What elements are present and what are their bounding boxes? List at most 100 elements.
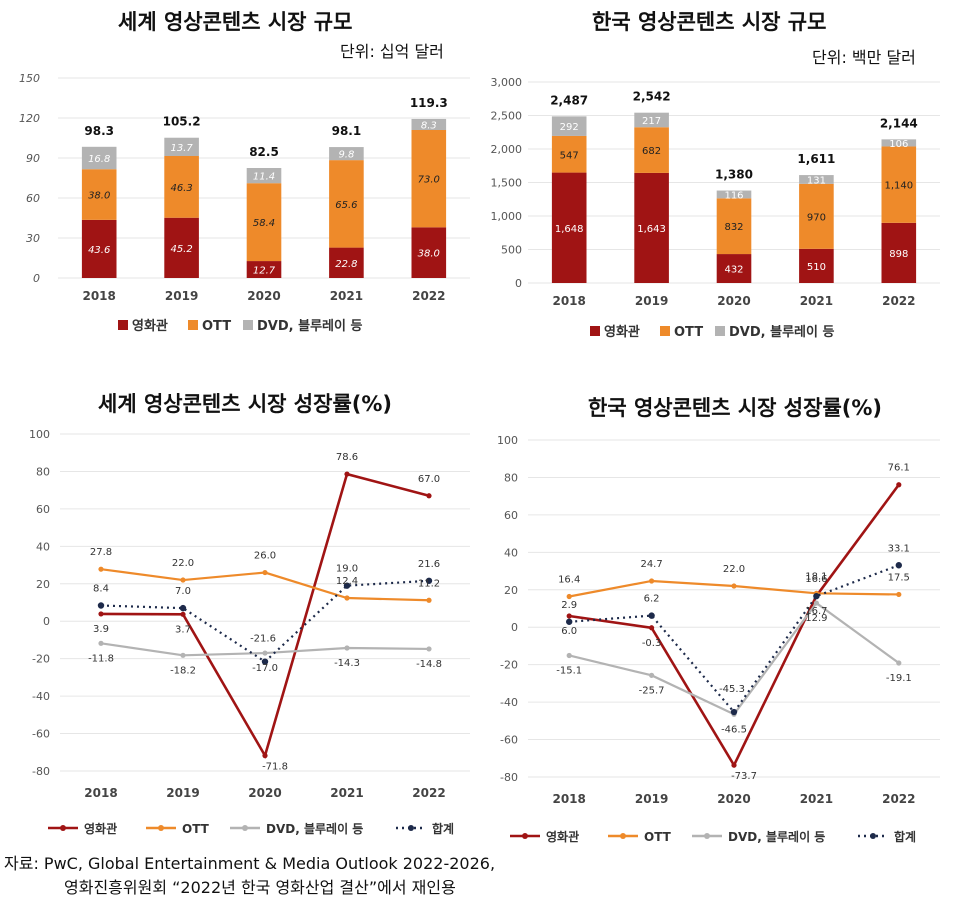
world-growth-title: 세계 영상콘텐츠 시장 성장률(%)	[98, 392, 393, 416]
data-point-ott	[566, 593, 572, 600]
legend-label: 합계	[432, 821, 454, 836]
bar-data-label: 13.7	[170, 143, 193, 154]
bar-data-label: 898	[889, 249, 908, 260]
y-tick-label: -20	[32, 653, 50, 666]
legend-label: DVD, 블루레이 등	[266, 821, 363, 836]
bar-data-label: 510	[807, 262, 826, 273]
bar-dvd	[329, 147, 364, 161]
bar-ott	[881, 146, 917, 223]
x-tick-label: 2022	[882, 294, 915, 308]
x-tick-label: 2018	[82, 289, 115, 303]
data-label-theater: 16.7	[805, 606, 827, 617]
bar-theater	[81, 219, 117, 278]
data-point-total	[425, 577, 433, 584]
data-point-ott	[180, 577, 186, 583]
korea-size-title: 한국 영상콘텐츠 시장 규모	[592, 10, 827, 34]
data-label-theater: 78.6	[336, 452, 358, 463]
data-label-dvd: -17.0	[252, 663, 278, 674]
bar-ott	[634, 127, 669, 173]
x-tick-label: 2021	[330, 786, 363, 800]
legend-label: 영화관	[84, 821, 117, 836]
y-tick-label: 500	[501, 244, 522, 257]
legend-swatch-dvd	[715, 326, 725, 336]
data-point-total	[179, 604, 187, 612]
bar-data-label: 106	[889, 139, 908, 150]
data-label-total: 6.2	[644, 594, 660, 605]
y-tick-label: -20	[500, 659, 518, 672]
data-label-total: 7.0	[175, 586, 191, 597]
y-tick-label: 80	[504, 471, 518, 484]
bar-theater	[716, 254, 752, 283]
legend-swatch-ott	[188, 320, 198, 330]
x-tick-label: 2020	[717, 294, 750, 308]
data-point-total	[895, 562, 902, 569]
legend-swatch-theater	[118, 320, 128, 330]
y-tick-label: 1,500	[491, 177, 523, 190]
data-label-ott: 22.0	[723, 564, 745, 575]
bar-data-label: 58.4	[253, 218, 275, 229]
y-tick-label: 80	[36, 465, 50, 478]
data-point-theater	[649, 625, 655, 631]
series-line-ott	[568, 579, 899, 598]
y-tick-label: -80	[500, 771, 518, 784]
bar-data-label: 1,648	[555, 224, 584, 235]
y-tick-label: 90	[26, 152, 40, 165]
total-label: 1,611	[797, 152, 835, 166]
total-label: 2,487	[550, 93, 588, 107]
source-line-2: 영화진흥위원회 “2022년 한국 영화산업 결산”에서 재인용	[64, 878, 456, 897]
data-point-dvd	[180, 652, 186, 658]
data-label-dvd: -14.8	[416, 659, 442, 670]
legend-marker-theater	[522, 833, 528, 839]
data-label-ott: 26.0	[254, 551, 276, 562]
legend-label: OTT	[182, 822, 210, 836]
bar-theater	[246, 261, 282, 278]
x-tick-label: 2019	[165, 289, 198, 303]
bar-ott	[716, 198, 752, 255]
y-tick-label: -40	[500, 696, 518, 709]
bar-ott	[329, 160, 364, 248]
bar-theater	[329, 247, 364, 278]
data-point-ott	[649, 578, 655, 584]
data-label-theater: 6.0	[561, 626, 577, 637]
data-point-theater	[896, 482, 902, 488]
x-tick-label: 2019	[166, 786, 199, 800]
bar-theater	[551, 172, 587, 283]
total-label: 98.3	[84, 124, 114, 138]
data-label-dvd: -19.1	[886, 673, 912, 684]
data-label-theater: 3.9	[93, 624, 109, 635]
data-label-total: 33.1	[888, 543, 910, 554]
legend-marker-dvd	[704, 833, 710, 839]
bar-data-label: 832	[724, 222, 743, 233]
bar-data-label: 38.0	[418, 249, 440, 260]
x-tick-label: 2022	[412, 289, 445, 303]
data-point-theater	[566, 613, 572, 619]
y-tick-label: 30	[26, 232, 40, 245]
korea-growth-title: 한국 영상콘텐츠 시장 성장률(%)	[588, 396, 883, 420]
data-label-dvd: -46.5	[721, 724, 747, 735]
y-tick-label: -80	[32, 765, 50, 778]
y-tick-label: 3,000	[491, 76, 523, 89]
legend-marker-total	[408, 825, 414, 831]
bar-theater	[799, 248, 834, 283]
bar-data-label: 43.6	[88, 245, 110, 256]
bar-dvd	[81, 146, 117, 170]
bar-theater	[634, 172, 669, 283]
y-tick-label: 0	[511, 621, 518, 634]
data-label-theater: 76.1	[888, 463, 910, 474]
legend-swatch-ott	[660, 326, 670, 336]
bar-ott	[246, 183, 282, 262]
data-point-ott	[731, 583, 737, 589]
y-tick-label: 100	[497, 434, 518, 447]
korea-unit-label: 단위: 백만 달러	[812, 48, 916, 67]
data-label-theater: -71.8	[262, 762, 288, 773]
x-tick-label: 2020	[717, 792, 750, 806]
source-line-1: 자료: PwC, Global Entertainment & Media Ou…	[4, 854, 496, 873]
y-tick-label: 60	[504, 509, 518, 522]
data-point-ott	[98, 566, 104, 572]
world-size-title: 세계 영상콘텐츠 시장 규모	[118, 10, 353, 34]
total-label: 82.5	[249, 145, 279, 159]
data-point-dvd	[896, 660, 902, 666]
legend-label: 합계	[894, 829, 916, 844]
total-label: 2,144	[880, 116, 918, 130]
